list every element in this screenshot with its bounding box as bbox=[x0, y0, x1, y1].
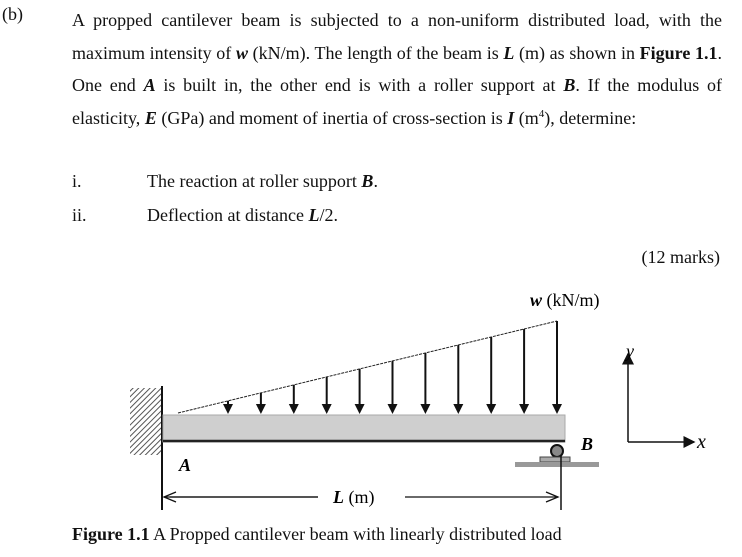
load-line bbox=[177, 320, 558, 414]
text-segment: B bbox=[563, 75, 576, 96]
text-segment: E bbox=[144, 107, 157, 128]
text-segment: . One end bbox=[72, 42, 722, 96]
text-segment: 4 bbox=[538, 107, 545, 120]
figure-caption: Figure 1.1 A Propped cantilever beam wit… bbox=[72, 524, 562, 544]
length-label: L (m) bbox=[332, 487, 375, 508]
load-label: w (kN/m) bbox=[530, 290, 600, 311]
beam bbox=[162, 414, 566, 443]
arrow-head bbox=[255, 404, 266, 414]
load-arrows bbox=[223, 321, 562, 414]
text-segment: ), determine: bbox=[544, 107, 637, 128]
text-segment: . If the modulus of elasticity, bbox=[72, 75, 722, 128]
text-segment: A bbox=[143, 75, 156, 96]
arrow-head bbox=[223, 404, 233, 414]
item-text: Deflection at distance L/2. bbox=[147, 205, 338, 225]
arrow-head bbox=[288, 404, 299, 414]
text-segment: (m) as shown in bbox=[514, 42, 640, 63]
text-segment: Figure 1.1 bbox=[639, 42, 718, 63]
x-axis-label: x bbox=[696, 431, 706, 453]
arrow-head bbox=[486, 404, 497, 414]
arrow-head bbox=[519, 404, 530, 414]
arrow-head bbox=[387, 404, 398, 414]
marks-label: (12 marks) bbox=[641, 247, 720, 267]
end-a-label: A bbox=[178, 455, 191, 475]
arrow-head bbox=[354, 404, 365, 414]
arrow-head bbox=[420, 404, 431, 414]
end-b-label: B bbox=[580, 434, 593, 454]
text-segment: is built in, the other end is with a rol… bbox=[155, 75, 564, 96]
item-number: ii. bbox=[72, 205, 87, 225]
text-segment: w bbox=[235, 42, 248, 63]
text-segment: (GPa) and moment of inertia of cross-sec… bbox=[156, 107, 508, 128]
arrow-head bbox=[552, 404, 562, 414]
y-axis-label: y bbox=[624, 341, 634, 361]
item-text: The reaction at roller support B. bbox=[147, 171, 378, 191]
text-segment: L bbox=[503, 42, 515, 63]
arrow-head bbox=[321, 404, 332, 414]
text-segment: (kN/m). The length of the beam is bbox=[247, 42, 504, 63]
text-segment: I bbox=[507, 107, 515, 128]
item-number: i. bbox=[72, 171, 82, 191]
text-segment: (m bbox=[514, 107, 539, 128]
fixed-wall bbox=[130, 388, 161, 455]
question-text: A propped cantilever beam is subjected t… bbox=[72, 4, 722, 134]
text-segment: A propped cantilever beam is subjected t… bbox=[72, 10, 722, 63]
arrow-head bbox=[453, 404, 464, 414]
ground bbox=[515, 462, 599, 467]
question-label: (b) bbox=[2, 4, 23, 24]
